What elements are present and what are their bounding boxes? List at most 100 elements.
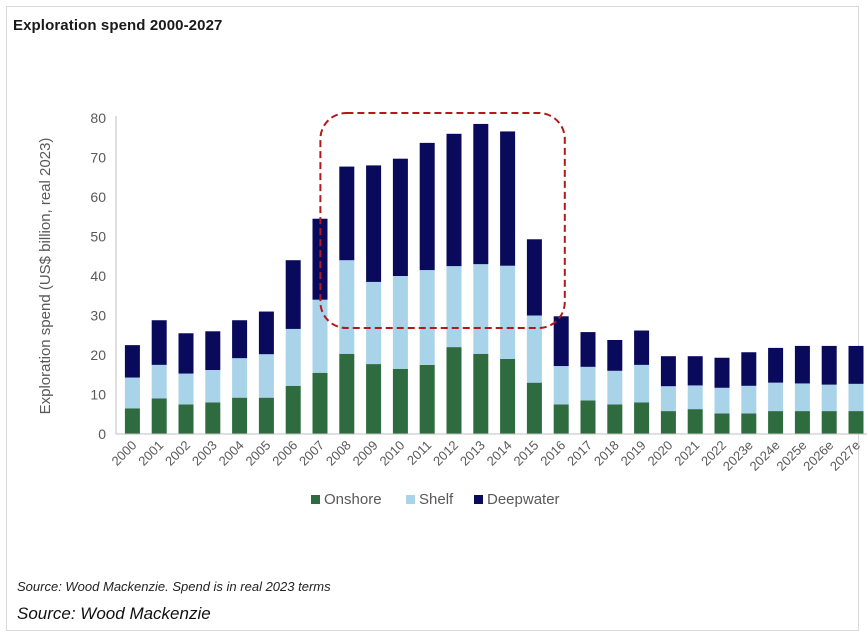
bar-onshore-2003 <box>205 402 221 434</box>
bar-onshore-2002 <box>178 404 194 435</box>
x-tick-label: 2001 <box>135 438 166 469</box>
bar-onshore-2019 <box>634 402 650 434</box>
bar-deepwater-2021 <box>687 356 703 386</box>
bar-shelf-2003 <box>205 370 221 403</box>
bar-shelf-2006 <box>285 328 301 386</box>
bar-onshore-2009 <box>366 364 382 434</box>
x-tick-label: 2004 <box>216 438 247 469</box>
y-tick-label: 60 <box>90 189 106 205</box>
x-tick-label: 2018 <box>591 438 622 469</box>
source-line: Source: Wood Mackenzie <box>17 604 211 623</box>
bar-shelf-2008 <box>339 260 355 354</box>
bar-shelf-2016 <box>553 366 569 405</box>
bar-deepwater-2008 <box>339 166 355 261</box>
bar-onshore-2007 <box>312 372 328 434</box>
bar-onshore-2000 <box>124 408 140 434</box>
bar-deepwater-2023e <box>741 352 757 386</box>
bar-onshore-2015 <box>526 382 542 434</box>
bar-shelf-2004 <box>232 358 248 398</box>
bar-shelf-2021 <box>687 385 703 410</box>
bar-deepwater-2016 <box>553 316 569 367</box>
x-tick-label: 2014 <box>484 438 515 469</box>
bar-deepwater-2026e <box>821 345 837 385</box>
y-tick-label: 70 <box>90 150 106 166</box>
highlight-box <box>319 112 566 329</box>
bar-shelf-2017 <box>580 366 596 401</box>
y-tick-label: 30 <box>90 308 106 324</box>
legend-swatch-shelf <box>406 495 415 504</box>
x-tick-label: 2005 <box>242 438 273 469</box>
bar-deepwater-2018 <box>607 339 623 371</box>
bar-deepwater-2005 <box>258 311 274 355</box>
bar-shelf-2024e <box>768 382 784 412</box>
bar-shelf-2009 <box>366 281 382 365</box>
bar-shelf-2023e <box>741 385 757 414</box>
bar-onshore-2001 <box>151 398 167 434</box>
bar-shelf-2026e <box>821 384 837 412</box>
bar-onshore-2012 <box>446 347 462 434</box>
bar-deepwater-2015 <box>526 239 542 316</box>
y-tick-label: 0 <box>98 426 106 442</box>
x-tick-label: 2019 <box>618 438 649 469</box>
x-tick-label: 2013 <box>457 438 488 469</box>
bar-deepwater-2027e <box>848 345 864 384</box>
bar-onshore-2024e <box>768 411 784 434</box>
bar-onshore-2008 <box>339 353 355 434</box>
y-tick-label: 20 <box>90 347 106 363</box>
bar-onshore-2026e <box>821 411 837 434</box>
bar-shelf-2014 <box>500 265 516 359</box>
bar-deepwater-2014 <box>500 131 516 266</box>
x-tick-label: 2009 <box>350 438 381 469</box>
x-tick-label: 2008 <box>323 438 354 469</box>
bar-onshore-2011 <box>419 364 435 435</box>
y-tick-label: 80 <box>90 110 106 126</box>
bar-shelf-2011 <box>419 270 435 365</box>
bar-onshore-2017 <box>580 400 596 434</box>
bar-onshore-2013 <box>473 353 489 434</box>
bar-shelf-2000 <box>124 377 140 409</box>
x-tick-label: 2000 <box>108 438 139 469</box>
x-tick-label: 2006 <box>269 438 300 469</box>
x-tick-label: 2015 <box>510 438 541 469</box>
bar-deepwater-2007 <box>312 218 328 300</box>
legend-label-deepwater: Deepwater <box>487 491 560 508</box>
bar-onshore-2018 <box>607 404 623 435</box>
bar-deepwater-2006 <box>285 260 301 329</box>
bar-deepwater-2001 <box>151 320 167 365</box>
x-tick-label: 2017 <box>564 438 595 469</box>
bar-shelf-2001 <box>151 364 167 399</box>
bar-onshore-2022 <box>714 413 730 434</box>
bar-deepwater-2017 <box>580 332 596 367</box>
bar-onshore-2020 <box>660 411 676 434</box>
x-tick-label: 2016 <box>537 438 568 469</box>
bar-shelf-2002 <box>178 373 194 405</box>
bar-deepwater-2020 <box>660 356 676 387</box>
bar-shelf-2019 <box>634 364 650 403</box>
y-tick-label: 50 <box>90 229 106 245</box>
bar-onshore-2025e <box>794 411 810 434</box>
bar-deepwater-2024e <box>768 347 784 383</box>
source-note: Source: Wood Mackenzie. Spend is in real… <box>17 579 331 594</box>
bar-onshore-2004 <box>232 397 248 434</box>
bar-deepwater-2025e <box>794 345 810 384</box>
bar-deepwater-2012 <box>446 133 462 267</box>
bar-deepwater-2009 <box>366 165 382 282</box>
y-tick-label: 10 <box>90 387 106 403</box>
bar-shelf-2005 <box>258 354 274 398</box>
x-tick-label: 2027e <box>827 438 863 474</box>
bar-onshore-2027e <box>848 411 864 434</box>
x-tick-label: 2007 <box>296 438 327 469</box>
bar-deepwater-2013 <box>473 123 489 265</box>
bar-shelf-2020 <box>660 386 676 412</box>
bar-shelf-2015 <box>526 315 542 383</box>
legend-swatch-onshore <box>311 495 320 504</box>
bar-shelf-2022 <box>714 387 730 414</box>
y-tick-label: 40 <box>90 268 106 284</box>
bars <box>124 123 864 435</box>
bar-onshore-2010 <box>392 368 408 434</box>
bar-deepwater-2003 <box>205 331 221 371</box>
bar-shelf-2013 <box>473 264 489 354</box>
x-tick-label: 2010 <box>376 438 407 469</box>
bar-onshore-2006 <box>285 385 301 434</box>
